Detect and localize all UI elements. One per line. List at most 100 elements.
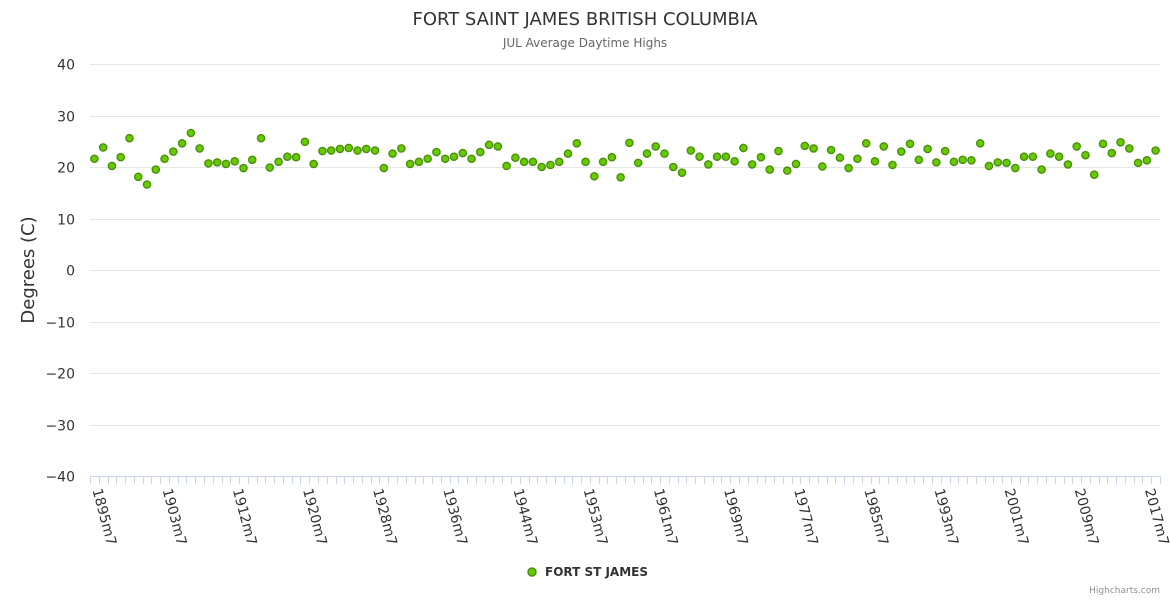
- data-point[interactable]: [782, 166, 792, 175]
- data-point[interactable]: [221, 159, 231, 169]
- data-point[interactable]: [695, 152, 704, 161]
- data-point[interactable]: [475, 147, 485, 157]
- data-point[interactable]: [1098, 139, 1108, 149]
- data-point[interactable]: [98, 143, 108, 152]
- data-point[interactable]: [721, 152, 731, 161]
- data-point[interactable]: [344, 143, 354, 153]
- data-point[interactable]: [458, 148, 468, 158]
- data-point[interactable]: [116, 152, 125, 162]
- data-point[interactable]: [1089, 170, 1099, 180]
- data-point[interactable]: [704, 160, 713, 169]
- data-point[interactable]: [230, 157, 240, 166]
- data-point[interactable]: [590, 171, 599, 181]
- data-point[interactable]: [1142, 156, 1152, 165]
- legend-marker[interactable]: [527, 567, 537, 577]
- data-point[interactable]: [361, 144, 371, 154]
- data-point[interactable]: [554, 157, 564, 167]
- data-point[interactable]: [818, 162, 827, 171]
- data-point[interactable]: [949, 157, 959, 167]
- data-point[interactable]: [90, 154, 99, 164]
- data-point[interactable]: [537, 162, 546, 172]
- data-point[interactable]: [888, 160, 897, 170]
- data-point[interactable]: [598, 157, 608, 167]
- data-point[interactable]: [677, 168, 687, 177]
- data-point[interactable]: [642, 149, 652, 158]
- data-point[interactable]: [853, 154, 862, 164]
- data-point[interactable]: [905, 139, 915, 149]
- data-point[interactable]: [195, 144, 204, 153]
- data-point[interactable]: [668, 162, 678, 172]
- data-point[interactable]: [414, 157, 424, 167]
- data-point[interactable]: [318, 146, 327, 156]
- data-point[interactable]: [256, 133, 266, 143]
- data-point[interactable]: [923, 144, 932, 154]
- series-fort-st-james[interactable]: [90, 128, 1160, 189]
- data-point[interactable]: [914, 155, 924, 165]
- data-point[interactable]: [1054, 152, 1064, 161]
- data-point[interactable]: [1151, 146, 1160, 155]
- data-point[interactable]: [984, 161, 994, 171]
- data-point[interactable]: [274, 157, 283, 167]
- data-point[interactable]: [177, 139, 187, 148]
- data-point[interactable]: [484, 140, 494, 150]
- data-point[interactable]: [519, 157, 529, 167]
- data-point[interactable]: [1133, 158, 1143, 168]
- data-point[interactable]: [1125, 144, 1134, 153]
- data-point[interactable]: [712, 152, 722, 161]
- data-point[interactable]: [651, 142, 660, 151]
- data-point[interactable]: [686, 146, 696, 155]
- data-point[interactable]: [107, 161, 117, 171]
- data-point[interactable]: [440, 154, 450, 164]
- data-point[interactable]: [335, 144, 345, 154]
- data-point[interactable]: [896, 147, 906, 156]
- data-point[interactable]: [397, 144, 406, 153]
- data-point[interactable]: [800, 141, 810, 151]
- data-point[interactable]: [300, 137, 310, 147]
- data-point[interactable]: [528, 157, 538, 167]
- data-point[interactable]: [967, 156, 976, 165]
- data-point[interactable]: [1072, 142, 1081, 151]
- data-point[interactable]: [432, 147, 441, 157]
- data-point[interactable]: [835, 153, 845, 163]
- data-point[interactable]: [730, 157, 739, 166]
- data-point[interactable]: [1037, 165, 1046, 174]
- data-point[interactable]: [493, 142, 503, 151]
- data-point[interactable]: [239, 163, 248, 173]
- data-point[interactable]: [581, 157, 590, 167]
- data-point[interactable]: [186, 128, 196, 138]
- data-point[interactable]: [370, 146, 380, 155]
- data-point[interactable]: [1081, 150, 1090, 160]
- data-point[interactable]: [265, 163, 275, 172]
- data-point[interactable]: [212, 158, 222, 167]
- data-point[interactable]: [511, 153, 520, 163]
- data-point[interactable]: [870, 157, 880, 166]
- data-point[interactable]: [1063, 160, 1073, 169]
- data-point[interactable]: [791, 159, 801, 169]
- data-point[interactable]: [353, 146, 362, 155]
- data-point[interactable]: [160, 154, 169, 164]
- data-point[interactable]: [467, 154, 476, 164]
- data-point[interactable]: [291, 152, 301, 162]
- data-point[interactable]: [940, 146, 950, 156]
- data-point[interactable]: [756, 152, 766, 162]
- data-point[interactable]: [151, 165, 161, 174]
- data-point[interactable]: [405, 159, 415, 169]
- data-point[interactable]: [379, 163, 389, 173]
- data-point[interactable]: [563, 149, 573, 158]
- data-point[interactable]: [326, 146, 336, 155]
- legend[interactable]: FORT ST JAMES: [527, 565, 648, 579]
- data-point[interactable]: [861, 139, 871, 148]
- data-point[interactable]: [169, 147, 178, 156]
- data-point[interactable]: [125, 133, 134, 143]
- data-point[interactable]: [309, 159, 318, 169]
- legend-label[interactable]: FORT ST JAMES: [545, 565, 648, 579]
- data-point[interactable]: [747, 160, 757, 169]
- data-point[interactable]: [1116, 137, 1125, 147]
- data-point[interactable]: [616, 172, 625, 182]
- data-point[interactable]: [975, 139, 985, 148]
- data-point[interactable]: [1107, 148, 1117, 158]
- data-point[interactable]: [739, 143, 748, 153]
- data-point[interactable]: [1046, 149, 1055, 158]
- data-point[interactable]: [388, 149, 397, 158]
- data-point[interactable]: [932, 158, 941, 167]
